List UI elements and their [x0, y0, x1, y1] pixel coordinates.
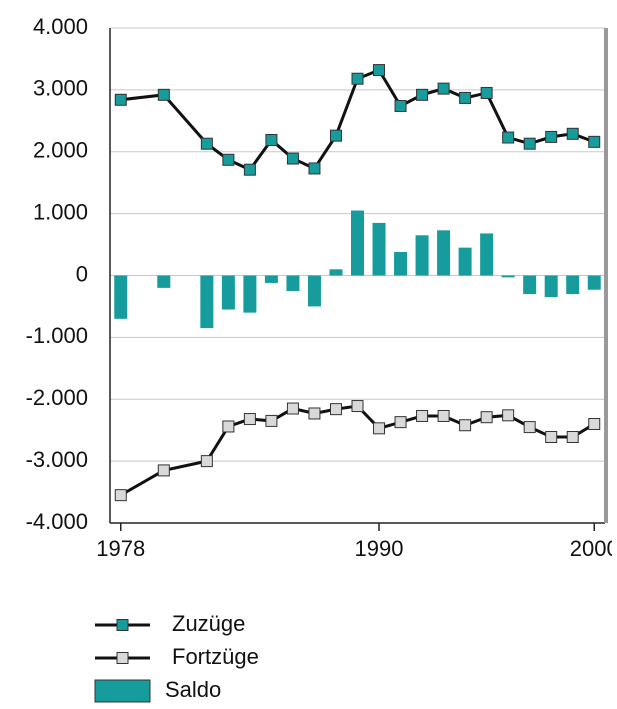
marker: [157, 88, 170, 101]
y-tick-label: -4.000: [26, 509, 88, 534]
legend-label: Fortzüge: [172, 644, 259, 669]
bar: [372, 222, 386, 276]
marker: [416, 88, 429, 101]
x-tick-label: 1978: [96, 536, 145, 561]
marker: [222, 153, 235, 166]
legend-marker: [116, 619, 129, 631]
marker: [373, 64, 386, 77]
x-tick-label: 2000: [570, 536, 617, 561]
marker: [566, 430, 579, 443]
y-tick-label: 3.000: [33, 76, 88, 101]
y-tick-label: 2.000: [33, 138, 88, 163]
marker: [265, 133, 278, 146]
bar: [501, 275, 515, 278]
marker: [459, 91, 472, 104]
bar: [114, 275, 128, 319]
legend-label: Saldo: [165, 677, 221, 702]
y-tick-label: -1.000: [26, 323, 88, 348]
y-tick-label: 1.000: [33, 199, 88, 224]
marker: [480, 86, 493, 99]
bar: [200, 275, 214, 329]
marker: [502, 409, 515, 422]
bar: [264, 275, 278, 283]
marker: [329, 129, 342, 142]
bar: [243, 275, 257, 313]
marker: [114, 93, 127, 106]
bar: [394, 251, 408, 276]
marker: [265, 414, 278, 427]
y-tick-label: -3.000: [26, 447, 88, 472]
line: [120, 68, 595, 172]
bar: [587, 275, 601, 290]
marker: [114, 489, 127, 502]
bar: [329, 269, 343, 276]
line: [120, 404, 596, 497]
marker: [286, 152, 299, 165]
marker: [200, 455, 213, 468]
marker: [480, 411, 493, 424]
y-tick-label: 4.000: [33, 14, 88, 39]
marker: [286, 402, 299, 415]
bar: [307, 275, 321, 307]
marker: [545, 430, 558, 443]
bar: [437, 230, 451, 276]
bar: [286, 275, 300, 291]
x-tick-label: 1990: [355, 536, 404, 561]
legend-label: Zuzüge: [172, 611, 245, 636]
marker: [545, 130, 558, 143]
marker: [416, 409, 429, 422]
marker: [394, 99, 407, 112]
bar: [415, 235, 429, 276]
marker: [502, 131, 515, 144]
marker: [437, 82, 450, 95]
bar: [221, 275, 235, 310]
bar: [157, 275, 171, 288]
marker: [243, 413, 256, 426]
marker: [351, 400, 364, 413]
marker: [157, 464, 170, 477]
y-tick-label: 0: [76, 261, 88, 286]
marker: [308, 407, 321, 420]
marker: [394, 416, 407, 429]
bar: [351, 210, 364, 276]
marker: [329, 403, 342, 416]
marker: [351, 72, 364, 85]
bar: [566, 275, 580, 295]
marker: [200, 137, 213, 150]
marker: [222, 420, 235, 433]
marker: [243, 163, 256, 176]
bar: [544, 275, 558, 298]
marker: [459, 419, 472, 432]
marker: [588, 135, 601, 148]
legend-marker: [116, 652, 129, 664]
marker: [588, 418, 601, 430]
marker: [523, 421, 536, 434]
marker: [373, 422, 386, 435]
marker: [308, 162, 321, 175]
marker: [523, 137, 536, 150]
bar: [458, 247, 472, 276]
legend-swatch: [94, 679, 151, 703]
bar: [480, 233, 494, 276]
y-tick-label: -2.000: [26, 385, 88, 410]
bar: [523, 275, 537, 295]
marker: [437, 409, 450, 422]
marker: [566, 127, 579, 140]
